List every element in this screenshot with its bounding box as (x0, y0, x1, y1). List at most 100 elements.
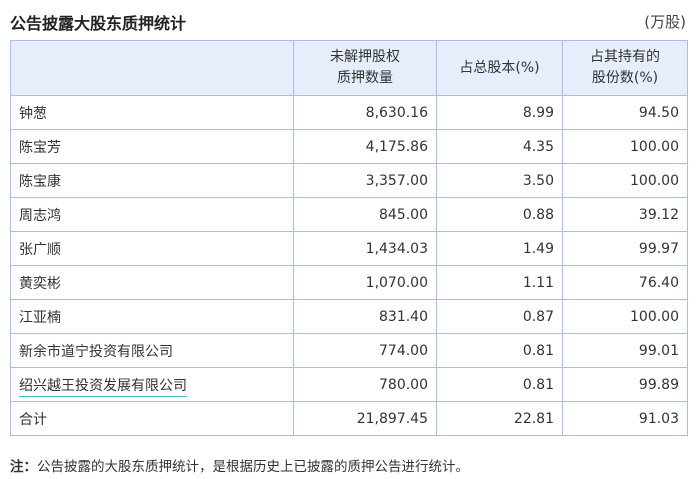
table-cell: 100.00 (562, 299, 688, 334)
cell-value: 100.00 (630, 172, 679, 189)
cell-text: 黄奕彬 (19, 275, 61, 292)
shareholder-name: 新余市道宁投资有限公司 (10, 333, 294, 368)
table-cell: 94.50 (562, 95, 688, 130)
table-row: 周志鸿 845.00 0.88 39.12 (10, 197, 688, 232)
cell-value: 22.81 (513, 410, 554, 427)
table-cell: 831.40 (293, 299, 437, 334)
cell-value: 780.00 (379, 376, 428, 393)
cell-value: 8,630.16 (365, 104, 428, 121)
cell-value: 4.35 (522, 138, 554, 155)
cell-value: 3.50 (522, 172, 554, 189)
cell-value: 94.50 (638, 104, 679, 121)
shareholder-name: 张广顺 (10, 231, 294, 266)
cell-value: 99.97 (638, 240, 679, 257)
table-cell: 3.50 (436, 163, 563, 198)
table-cell: 99.89 (562, 367, 688, 402)
table-cell: 99.01 (562, 333, 688, 368)
cell-value: 1.49 (522, 240, 554, 257)
table-row: 新余市道宁投资有限公司 774.00 0.81 99.01 (10, 333, 688, 368)
cell-value: 76.40 (638, 274, 679, 291)
table-cell: 100.00 (562, 129, 688, 164)
header-text: 质押数量 (337, 70, 393, 86)
table-cell: 1.11 (436, 265, 563, 300)
header-pct-held: 占其持有的股份数(%) (562, 40, 688, 96)
table-cell: 0.88 (436, 197, 563, 232)
shareholder-name: 江亚楠 (10, 299, 294, 334)
cell-value: 845.00 (379, 206, 428, 223)
table-cell: 0.87 (436, 299, 563, 334)
page-title: 公告披露大股东质押统计 (10, 14, 187, 33)
header-text: 未解押股权 (330, 49, 400, 65)
table-row: 黄奕彬 1,070.00 1.11 76.40 (10, 265, 688, 300)
cell-text: 新余市道宁投资有限公司 (19, 343, 173, 360)
cell-value: 99.89 (638, 376, 679, 393)
table-cell: 4,175.86 (293, 129, 437, 164)
table-cell: 1,434.03 (293, 231, 437, 266)
table-row: 江亚楠 831.40 0.87 100.00 (10, 299, 688, 334)
cell-text: 张广顺 (19, 241, 61, 258)
cell-value: 0.81 (522, 342, 554, 359)
table-cell: 4.35 (436, 129, 563, 164)
cell-value: 4,175.86 (365, 138, 428, 155)
table-row: 钟葱 8,630.16 8.99 94.50 (10, 95, 688, 130)
table-cell: 1.49 (436, 231, 563, 266)
cell-value: 39.12 (638, 206, 679, 223)
note-text: 公告披露的大股东质押统计，是根据历史上已披露的质押公告进行统计。 (37, 459, 469, 475)
pledge-table: 未解押股权质押数量 占总股本(%) 占其持有的股份数(%) 钟葱 8,630.16… (10, 40, 688, 436)
cell-value: 91.03 (638, 410, 679, 427)
table-cell: 774.00 (293, 333, 437, 368)
cell-value: 0.87 (522, 308, 554, 325)
shareholder-name: 陈宝康 (10, 163, 294, 198)
shareholder-name: 钟葱 (10, 95, 294, 130)
table-cell: 3,357.00 (293, 163, 437, 198)
table-cell: 39.12 (562, 197, 688, 232)
cell-value: 100.00 (630, 308, 679, 325)
cell-value: 0.81 (522, 376, 554, 393)
shareholder-name: 周志鸿 (10, 197, 294, 232)
header-text: 股份数(%) (591, 70, 659, 86)
unit-label: (万股) (644, 13, 686, 31)
table-cell: 845.00 (293, 197, 437, 232)
cell-value: 1,434.03 (365, 240, 428, 257)
table-row: 张广顺 1,434.03 1.49 99.97 (10, 231, 688, 266)
cell-value: 0.88 (522, 206, 554, 223)
footnote: 注：公告披露的大股东质押统计，是根据历史上已披露的质押公告进行统计。 (10, 455, 469, 475)
table-header: 未解押股权质押数量 占总股本(%) 占其持有的股份数(%) (10, 40, 688, 96)
table-cell: 0.81 (436, 333, 563, 368)
table-row: 陈宝康 3,357.00 3.50 100.00 (10, 163, 688, 198)
table-cell: 8.99 (436, 95, 563, 130)
table-cell: 1,070.00 (293, 265, 437, 300)
cell-text: 周志鸿 (19, 207, 61, 224)
cell-value: 831.40 (379, 308, 428, 325)
table-cell: 76.40 (562, 265, 688, 300)
cell-text: 陈宝康 (19, 173, 61, 190)
header-pct-total: 占总股本(%) (436, 40, 563, 96)
header-name (10, 40, 294, 96)
table-cell: 99.97 (562, 231, 688, 266)
cell-value: 774.00 (379, 342, 428, 359)
table-cell: 780.00 (293, 367, 437, 402)
shareholder-name: 绍兴越王投资发展有限公司 (10, 367, 294, 402)
table-cell: 0.81 (436, 367, 563, 402)
header-text: 占其持有的 (590, 49, 660, 65)
header-pledged: 未解押股权 质押数量 (293, 40, 437, 96)
cell-value: 3,357.00 (365, 172, 428, 189)
table-row: 绍兴越王投资发展有限公司 780.00 0.81 99.89 (10, 367, 688, 402)
table-cell: 22.81 (436, 401, 563, 436)
shareholder-link[interactable]: 绍兴越王投资发展有限公司 (19, 377, 187, 397)
cell-value: 1.11 (522, 274, 554, 291)
table-row: 合计 21,897.45 22.81 91.03 (10, 401, 688, 436)
cell-text: 陈宝芳 (19, 139, 61, 156)
shareholder-name: 合计 (10, 401, 294, 436)
table-cell: 8,630.16 (293, 95, 437, 130)
cell-value: 99.01 (638, 342, 679, 359)
cell-value: 8.99 (522, 104, 554, 121)
shareholder-name: 陈宝芳 (10, 129, 294, 164)
table-cell: 21,897.45 (293, 401, 437, 436)
note-label: 注： (10, 459, 37, 475)
table-cell: 91.03 (562, 401, 688, 436)
cell-text: 合计 (19, 411, 47, 428)
cell-value: 21,897.45 (356, 410, 428, 427)
table-row: 陈宝芳 4,175.86 4.35 100.00 (10, 129, 688, 164)
table-cell: 100.00 (562, 163, 688, 198)
